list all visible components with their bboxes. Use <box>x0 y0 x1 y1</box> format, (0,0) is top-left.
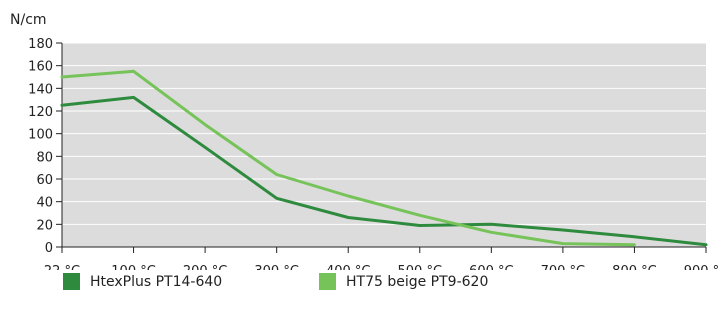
y-axis-ticks: 0 20 40 60 80 100 120 140 160 180 <box>28 37 62 256</box>
x-tick-label: 500 °C <box>398 264 443 270</box>
x-tick-label: 600 °C <box>469 264 514 270</box>
x-tick-label: 900 °C <box>684 264 719 270</box>
x-axis-ticks: 22 °C 100 °C 200 °C 300 °C 400 °C 500 °C 600 °… <box>44 247 719 270</box>
legend-item-series-2: HT75 beige PT9-620 <box>319 273 488 290</box>
series-line-1 <box>60 95 708 247</box>
y-tick-label: 140 <box>28 82 53 97</box>
y-tick-label: 120 <box>28 105 53 120</box>
y-tick-label: 160 <box>28 60 53 75</box>
x-tick-label: 800 °C <box>612 264 657 270</box>
legend: HtexPlus PT14-640 HT75 beige PT9-620 <box>0 273 719 293</box>
series-lines <box>60 69 708 247</box>
x-tick-label: 300 °C <box>254 264 299 270</box>
series-line-2 <box>60 69 636 247</box>
x-tick-label: 200 °C <box>183 264 228 270</box>
legend-swatch-series-2 <box>319 273 336 290</box>
gridlines <box>62 42 706 225</box>
plot-background <box>62 43 706 247</box>
line-chart: 0 20 40 60 80 100 120 140 160 180 22 °C 100 °C 200 … <box>10 12 719 270</box>
x-tick-label: 100 °C <box>111 264 156 270</box>
y-axis-label: N/cm <box>10 12 47 28</box>
x-tick-label: 400 °C <box>326 264 371 270</box>
legend-label-series-1: HtexPlus PT14-640 <box>90 273 223 290</box>
x-tick-label: 700 °C <box>541 264 586 270</box>
y-tick-label: 20 <box>36 218 53 233</box>
legend-swatch-series-1 <box>63 273 80 290</box>
legend-item-series-1: HtexPlus PT14-640 <box>63 273 222 290</box>
y-tick-label: 80 <box>36 150 53 165</box>
y-tick-label: 100 <box>28 128 53 143</box>
y-tick-label: 180 <box>28 37 53 52</box>
y-tick-label: 40 <box>36 196 53 211</box>
legend-label-series-2: HT75 beige PT9-620 <box>346 273 489 290</box>
y-tick-label: 0 <box>45 241 53 256</box>
y-tick-label: 60 <box>36 173 53 188</box>
x-tick-label: 22 °C <box>44 264 80 270</box>
